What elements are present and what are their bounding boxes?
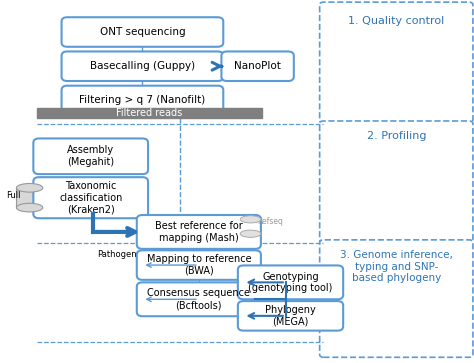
FancyBboxPatch shape [319, 121, 473, 242]
Text: Taxonomic
classification
(Kraken2): Taxonomic classification (Kraken2) [59, 181, 122, 214]
FancyBboxPatch shape [238, 265, 343, 299]
Bar [36, 108, 262, 118]
FancyBboxPatch shape [137, 215, 261, 249]
Text: Basecalling (Guppy): Basecalling (Guppy) [90, 61, 195, 71]
Bar [240, 219, 261, 234]
Text: Consensus sequence
(Bcftools): Consensus sequence (Bcftools) [147, 289, 250, 310]
FancyBboxPatch shape [62, 86, 223, 115]
Bar [17, 188, 43, 208]
Text: Pathogen: Pathogen [97, 250, 137, 259]
Text: 2. Profiling: 2. Profiling [366, 131, 426, 141]
FancyBboxPatch shape [238, 301, 343, 331]
Text: Filtering > q 7 (Nanofilt): Filtering > q 7 (Nanofilt) [79, 95, 206, 105]
Text: Mapping to reference
(BWA): Mapping to reference (BWA) [146, 254, 251, 276]
Text: 3. Genome inference,
typing and SNP-
based phylogeny: 3. Genome inference, typing and SNP- bas… [340, 250, 453, 283]
FancyBboxPatch shape [62, 52, 223, 81]
FancyBboxPatch shape [221, 52, 294, 81]
Ellipse shape [17, 203, 43, 212]
Text: Best reference for
mapping (Mash): Best reference for mapping (Mash) [155, 221, 243, 243]
Ellipse shape [240, 230, 261, 237]
Text: Phylogeny
(MEGA): Phylogeny (MEGA) [265, 305, 316, 327]
Ellipse shape [17, 184, 43, 192]
Ellipse shape [240, 216, 261, 223]
Text: Filtered reads: Filtered reads [116, 108, 182, 118]
Ellipse shape [17, 183, 43, 192]
FancyBboxPatch shape [319, 2, 473, 123]
FancyBboxPatch shape [62, 17, 223, 47]
Text: Full: Full [6, 191, 20, 200]
FancyBboxPatch shape [137, 282, 261, 316]
Text: Refseq: Refseq [257, 217, 283, 226]
Text: NanoPlot: NanoPlot [234, 61, 281, 71]
FancyBboxPatch shape [33, 177, 148, 218]
FancyBboxPatch shape [319, 240, 473, 357]
Text: 1. Quality control: 1. Quality control [348, 16, 445, 26]
Ellipse shape [240, 216, 261, 223]
Text: ONT sequencing: ONT sequencing [100, 27, 185, 37]
Text: Genotyping
(genotyping tool): Genotyping (genotyping tool) [248, 272, 333, 293]
Text: Assembly
(Megahit): Assembly (Megahit) [67, 146, 114, 167]
FancyBboxPatch shape [137, 250, 261, 280]
FancyBboxPatch shape [33, 138, 148, 174]
